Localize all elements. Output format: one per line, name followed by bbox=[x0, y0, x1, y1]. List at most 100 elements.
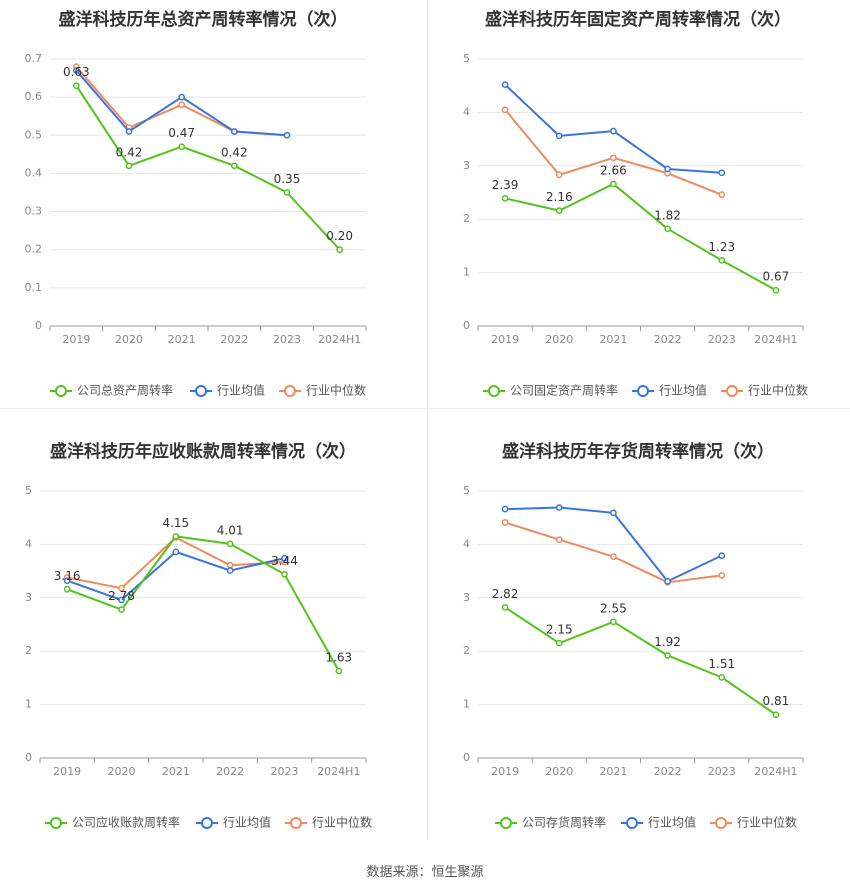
industry-median-series-line bbox=[504, 521, 722, 584]
data-label: 1.82 bbox=[654, 208, 681, 222]
legend-label: 公司固定资产周转率 bbox=[510, 383, 618, 398]
industry-average-series-point bbox=[555, 132, 563, 140]
x-tick-label: 2023 bbox=[271, 765, 299, 778]
x-tick-label: 2021 bbox=[162, 765, 190, 778]
x-tick-label: 2024H1 bbox=[754, 765, 797, 778]
legend-item-industry-average-series: 行业均值 bbox=[621, 815, 696, 830]
data-label: 0.81 bbox=[763, 694, 790, 708]
y-tick-label: 5 bbox=[463, 52, 470, 65]
x-tick-label: 2021 bbox=[599, 333, 627, 346]
x-tick-label: 2021 bbox=[168, 333, 196, 346]
legend-item-industry-median-series: 行业中位数 bbox=[721, 383, 808, 398]
x-tick-label: 2020 bbox=[115, 333, 143, 346]
data-label: 2.55 bbox=[600, 601, 627, 615]
data-label: 0.35 bbox=[274, 172, 301, 186]
industry-average-series-point bbox=[125, 128, 133, 135]
data-label: 4.01 bbox=[217, 523, 244, 537]
legend-item-industry-median-series: 行业中位数 bbox=[279, 383, 366, 398]
horizontal-divider bbox=[0, 408, 850, 409]
industry-median-series-point bbox=[501, 519, 509, 526]
company-series-point bbox=[772, 711, 780, 719]
industry-average-series-point bbox=[178, 93, 186, 101]
company-series-point bbox=[772, 286, 780, 294]
data-label: 0.42 bbox=[116, 145, 143, 159]
y-tick-label: 0 bbox=[35, 319, 42, 332]
x-tick-label: 2024H1 bbox=[317, 765, 360, 778]
legend-label: 行业中位数 bbox=[306, 383, 366, 398]
company-series-point bbox=[664, 225, 671, 233]
y-tick-label: 0.4 bbox=[25, 166, 43, 179]
legend-label: 行业均值 bbox=[223, 815, 271, 830]
legend-marker bbox=[195, 385, 207, 397]
vertical-divider bbox=[427, 0, 428, 840]
x-tick-label: 2019 bbox=[491, 333, 519, 346]
industry-average-series-point bbox=[283, 131, 291, 139]
legend-item-industry-average-series: 行业均值 bbox=[196, 815, 271, 830]
y-tick-label: 1 bbox=[463, 698, 470, 711]
industry-median-series-point bbox=[501, 106, 509, 114]
data-label: 0.63 bbox=[63, 65, 90, 79]
y-tick-label: 3 bbox=[463, 159, 470, 172]
y-tick-label: 0.6 bbox=[25, 90, 43, 103]
legend-marker bbox=[637, 385, 649, 397]
chart-title: 盛洋科技历年固定资产周转率情况（次） bbox=[485, 9, 791, 30]
industry-average-series-point bbox=[226, 567, 234, 574]
company-series-point bbox=[610, 180, 617, 188]
x-tick-label: 2021 bbox=[599, 765, 627, 778]
legend-item-company-series: 公司应收账款周转率 bbox=[45, 815, 180, 830]
y-tick-label: 1 bbox=[25, 698, 32, 711]
industry-median-series-point bbox=[610, 553, 617, 561]
data-label: 1.51 bbox=[708, 657, 735, 671]
industry-average-series-point bbox=[501, 505, 509, 513]
x-tick-label: 2022 bbox=[220, 333, 248, 346]
industry-average-series-point bbox=[501, 81, 509, 88]
legend-marker bbox=[50, 817, 62, 829]
y-tick-label: 0.2 bbox=[25, 243, 43, 256]
company-series-point bbox=[172, 533, 180, 540]
x-tick-label: 2020 bbox=[545, 333, 573, 346]
x-tick-label: 2023 bbox=[708, 333, 736, 346]
company-series-line bbox=[66, 535, 340, 672]
legend-marker bbox=[290, 817, 302, 829]
legend-label: 行业中位数 bbox=[312, 815, 372, 830]
y-tick-label: 4 bbox=[25, 537, 32, 550]
industry-average-series-point bbox=[610, 127, 617, 135]
company-series-point bbox=[335, 667, 343, 675]
chart-panel-4: 盛洋科技历年存货周转率情况（次） 0 1 2 3 4 5 2019 2020 2021 2022 20… bbox=[463, 441, 804, 830]
y-tick-label: 0.7 bbox=[25, 52, 43, 65]
company-series-point bbox=[664, 652, 671, 659]
legend-marker bbox=[726, 385, 738, 397]
industry-median-series-point bbox=[178, 101, 186, 109]
legend-item-company-series: 公司固定资产周转率 bbox=[483, 383, 618, 398]
legend-marker bbox=[201, 817, 213, 829]
industry-median-series-point bbox=[226, 561, 234, 569]
chart-title: 盛洋科技历年总资产周转率情况（次） bbox=[59, 9, 348, 30]
y-tick-label: 4 bbox=[463, 105, 470, 118]
legend-marker bbox=[500, 817, 512, 829]
industry-average-series-point bbox=[718, 169, 726, 177]
industry-median-series-line bbox=[75, 65, 288, 137]
industry-median-series-point bbox=[555, 171, 563, 179]
company-series-point bbox=[226, 540, 234, 548]
y-tick-label: 3 bbox=[463, 591, 470, 604]
y-tick-label: 5 bbox=[463, 484, 470, 497]
data-label: 2.78 bbox=[108, 589, 135, 603]
industry-median-series-point bbox=[610, 154, 617, 162]
company-series-line bbox=[504, 182, 777, 292]
chart-title: 盛洋科技历年存货周转率情况（次） bbox=[502, 441, 774, 462]
y-tick-label: 0.1 bbox=[25, 281, 43, 294]
industry-median-series-point bbox=[118, 584, 125, 592]
y-tick-label: 3 bbox=[25, 591, 32, 604]
industry-average-series-point bbox=[172, 548, 180, 556]
legend-item-company-series: 公司总资产周转率 bbox=[50, 383, 173, 398]
company-series-point bbox=[281, 570, 288, 578]
company-series-point bbox=[125, 162, 133, 170]
industry-average-series-point bbox=[718, 552, 726, 559]
industry-average-series-point bbox=[118, 596, 125, 604]
legend-label: 行业中位数 bbox=[748, 383, 808, 398]
industry-average-series-point bbox=[555, 504, 563, 511]
y-tick-label: 0 bbox=[463, 751, 470, 764]
data-source-note: 数据来源：恒生聚源 bbox=[366, 865, 484, 880]
x-tick-label: 2023 bbox=[708, 765, 736, 778]
x-tick-label: 2020 bbox=[545, 765, 573, 778]
